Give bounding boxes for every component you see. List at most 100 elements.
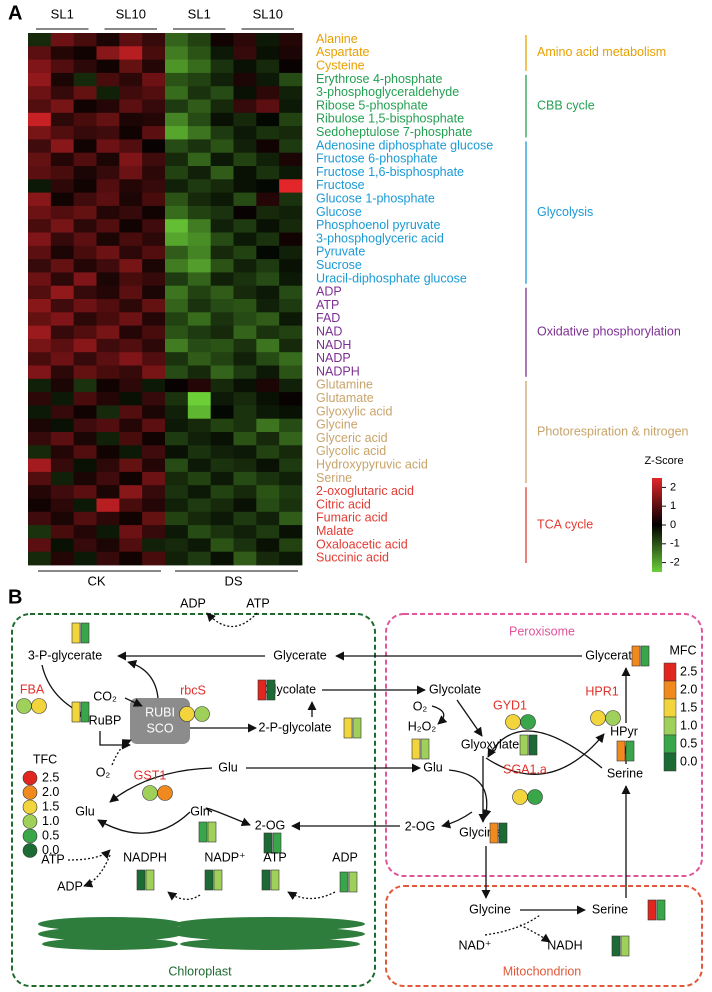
metabolite-label: HPyr [610,724,638,738]
heatmap-cell [50,272,75,287]
heatmap-cell [96,418,120,433]
heatmap-cell [50,86,75,100]
heatmap-cell [233,46,257,60]
heatmap-cell [233,86,257,100]
heatmap-cell [210,471,234,486]
mfc-bar [145,869,155,891]
metabolite-label: Glu [75,804,95,818]
metabolite-label: Glu [423,760,443,774]
row-label: Hydroxypyruvic acid [316,458,428,472]
metabolite-label: ADP [57,879,83,893]
legend-swatch [663,734,677,754]
heatmap-cell [165,192,189,207]
heatmap-cell [233,192,257,207]
heatmap-cell [165,551,189,566]
heatmap-cell [73,126,97,140]
heatmap-cell [142,285,166,300]
heatmap-cell [256,112,280,127]
row-label: Uracil-diphosphate glucose [316,271,467,285]
mfc-bar [204,869,214,891]
heatmap-cell [279,338,303,353]
colorbar-tick-label: -1 [670,538,680,550]
heatmap-cell [233,498,257,513]
heatmap-cell [210,192,234,207]
legend-swatch [22,785,38,800]
heatmap-cell [165,405,189,420]
heatmap-cell [73,192,97,207]
heatmap-cell [187,126,212,140]
heatmap-cell [187,219,212,233]
heatmap-cell [96,219,120,233]
heatmap-cell [28,219,52,233]
heatmap-cell [187,525,212,539]
metabolite-label: Serine [607,766,643,780]
heatmap-cell [96,445,120,459]
heatmap-cell [28,445,52,459]
metabolite-label: NAD⁺ [459,938,492,952]
heatmap-cell [210,86,234,100]
heatmap-cell [28,232,52,247]
heatmap-cell [165,72,189,87]
heatmap-cell [187,152,212,167]
heatmap-cell [210,33,234,47]
heatmap-cell [256,259,280,273]
heatmap-cell [187,511,212,526]
heatmap-cell [165,299,189,313]
gene-label: FBA [20,682,45,696]
heatmap-cell [165,259,189,273]
heatmap-cell [119,33,143,47]
heatmap-cell [96,99,120,114]
heatmap-cell [210,525,234,539]
metabolite-label: ADP [180,596,206,610]
heatmap-cell [50,471,75,486]
heatmap-cell [187,538,212,553]
heatmap-cell [187,338,212,353]
heatmap-cell [279,538,303,553]
heatmap-cell [28,378,52,393]
heatmap-cell [119,272,143,287]
heatmap-cell [279,126,303,140]
heatmap-cell [256,46,280,60]
heatmap-cell [28,179,52,193]
heatmap-cell [165,538,189,553]
heatmap-cell [73,338,97,353]
heatmap-cell [28,338,52,353]
legend-label: 0.5 [680,736,697,750]
legend-label: 1.0 [42,814,59,828]
heatmap-cell [50,445,75,459]
heatmap-cell [233,299,257,313]
heatmap-cell [210,46,234,60]
heatmap-cell [187,498,212,513]
heatmap-cell [73,152,97,167]
row-label: 3-phosphoglyceraldehyde [316,85,459,99]
row-label: Ribulose 1,5-bisphosphate [316,112,464,126]
heatmap-cell [233,272,257,287]
heatmap-cell [28,485,52,499]
heatmap-cell [142,538,166,553]
heatmap-cell [119,259,143,273]
heatmap-cell [73,538,97,553]
heatmap-cell [187,432,212,446]
heatmap-cell [233,525,257,539]
heatmap-cell [256,33,280,47]
heatmap-cell [119,405,143,420]
group-label: Oxidative phosphorylation [537,325,681,339]
heatmap-cell [119,86,143,100]
heatmap-cell [142,179,166,193]
heatmap-cell [187,72,212,87]
metabolite-label: 3-P-glycerate [28,648,102,662]
heatmap-cell [210,418,234,433]
heatmap-cell [119,471,143,486]
heatmap-cell [256,232,280,247]
heatmap-cell [279,471,303,486]
heatmap-cell [165,33,189,47]
heatmap-cell [233,126,257,140]
row-label: Cysteine [316,59,365,73]
heatmap-cell [187,99,212,114]
heatmap-cell [142,245,166,260]
heatmap-cell [279,485,303,499]
heatmap-cell [50,511,75,526]
heatmap-cell [279,259,303,273]
heatmap-cell [73,179,97,193]
mfc-bar [620,935,630,957]
